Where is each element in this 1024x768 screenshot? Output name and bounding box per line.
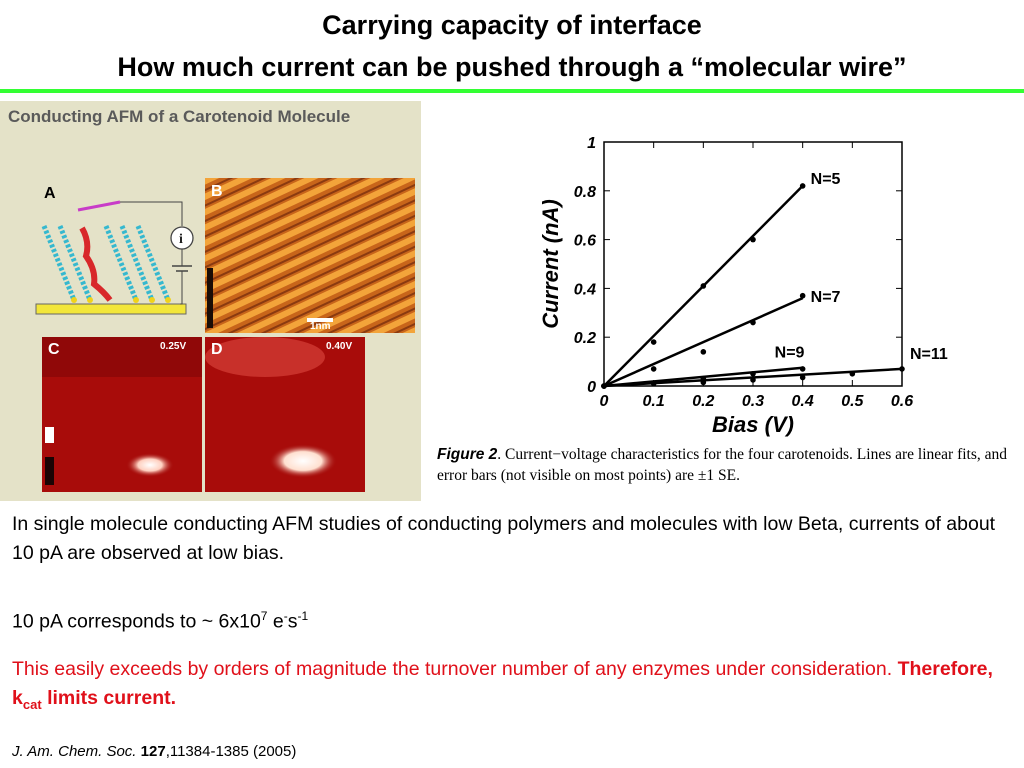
- series-label: N=5: [811, 171, 841, 188]
- data-point: [799, 374, 806, 381]
- paragraph-afm-studies: In single molecule conducting AFM studie…: [12, 513, 996, 564]
- panel-a-schematic: i: [35, 200, 194, 315]
- caption-figure-label: Figure 2: [437, 446, 498, 463]
- y-tick-label: 0.6: [574, 233, 596, 250]
- panel-d-image: [205, 337, 365, 492]
- data-point: [700, 349, 707, 355]
- data-point: [799, 366, 806, 372]
- title-divider: [0, 89, 1024, 93]
- panel-c-voltage: 0.25V: [160, 341, 187, 352]
- data-point: [750, 236, 756, 243]
- scale-bar-label: 1nm: [310, 321, 331, 332]
- data-point: [601, 383, 607, 389]
- fit-line-N=7: [603, 297, 804, 388]
- data-point: [750, 319, 756, 326]
- x-tick-label: 0.6: [891, 393, 913, 410]
- y-tick-label: 0.8: [574, 184, 596, 201]
- series-label: N=11: [910, 346, 948, 363]
- data-point: [650, 339, 657, 345]
- x-tick-label: 0.2: [692, 393, 714, 410]
- series-label: N=9: [775, 345, 805, 362]
- x-tick-label: 0.4: [792, 393, 814, 410]
- afm-figure: Conducting AFM of a Carotenoid Molecule …: [0, 101, 421, 501]
- panel-c-image: [42, 337, 202, 492]
- slide-title: Carrying capacity of interface: [322, 10, 702, 40]
- caption-text: . Current−voltage characteristics for th…: [437, 446, 1008, 484]
- reference-citation: J. Am. Chem. Soc. 127,11384-1385 (2005): [12, 743, 297, 760]
- slide-subtitle: How much current can be pushed through a…: [117, 52, 907, 82]
- y-tick-label: 1: [587, 135, 596, 152]
- x-axis-label: Bias (V): [712, 412, 794, 437]
- data-point: [799, 292, 806, 299]
- data-point: [700, 283, 707, 289]
- y-axis-label: Current (nA): [540, 199, 563, 329]
- afm-tip: [77, 200, 121, 212]
- data-point: [799, 183, 806, 189]
- y-tick-label: 0: [587, 379, 596, 396]
- y-tick-label: 0.2: [574, 330, 596, 347]
- data-point: [899, 366, 905, 372]
- data-point: [750, 377, 756, 383]
- plot-frame: [603, 141, 903, 387]
- substrate: [35, 303, 187, 315]
- x-tick-label: 0.1: [643, 393, 665, 410]
- figure-caption: Figure 2. Current−voltage characteristic…: [437, 444, 1017, 486]
- iv-chart: 0 0.1 0.2 0.3 0.4 0.5 0.6 0 0.2 0.4 0.6 0.8 1 Bias (V…: [540, 135, 948, 437]
- data-point: [650, 380, 657, 387]
- svg-text:i: i: [179, 232, 183, 247]
- panel-b-label: B: [211, 183, 223, 200]
- panel-d-label: D: [211, 341, 223, 358]
- panel-d-voltage: 0.40V: [326, 341, 353, 352]
- x-tick-label: 0.5: [841, 393, 864, 410]
- panel-a-label: A: [44, 185, 56, 202]
- data-point: [849, 371, 856, 377]
- paragraph-electron-rate: 10 pA corresponds to ~ 6x107 e-s-1: [12, 609, 309, 633]
- data-point: [700, 379, 707, 386]
- data-point: [650, 366, 657, 372]
- panel-b-image: [205, 178, 415, 333]
- carotenoid-molecule: [79, 226, 113, 302]
- data-point: [750, 371, 756, 377]
- afm-figure-title: Conducting AFM of a Carotenoid Molecule: [8, 107, 351, 126]
- panel-c-label: C: [48, 341, 60, 358]
- series-label: N=7: [811, 289, 841, 306]
- y-tick-label: 0.4: [574, 281, 596, 298]
- x-tick-label: 0: [600, 393, 609, 410]
- x-tick-label: 0.3: [742, 393, 764, 410]
- paragraph-conclusion: This easily exceeds by orders of magnitu…: [12, 658, 993, 712]
